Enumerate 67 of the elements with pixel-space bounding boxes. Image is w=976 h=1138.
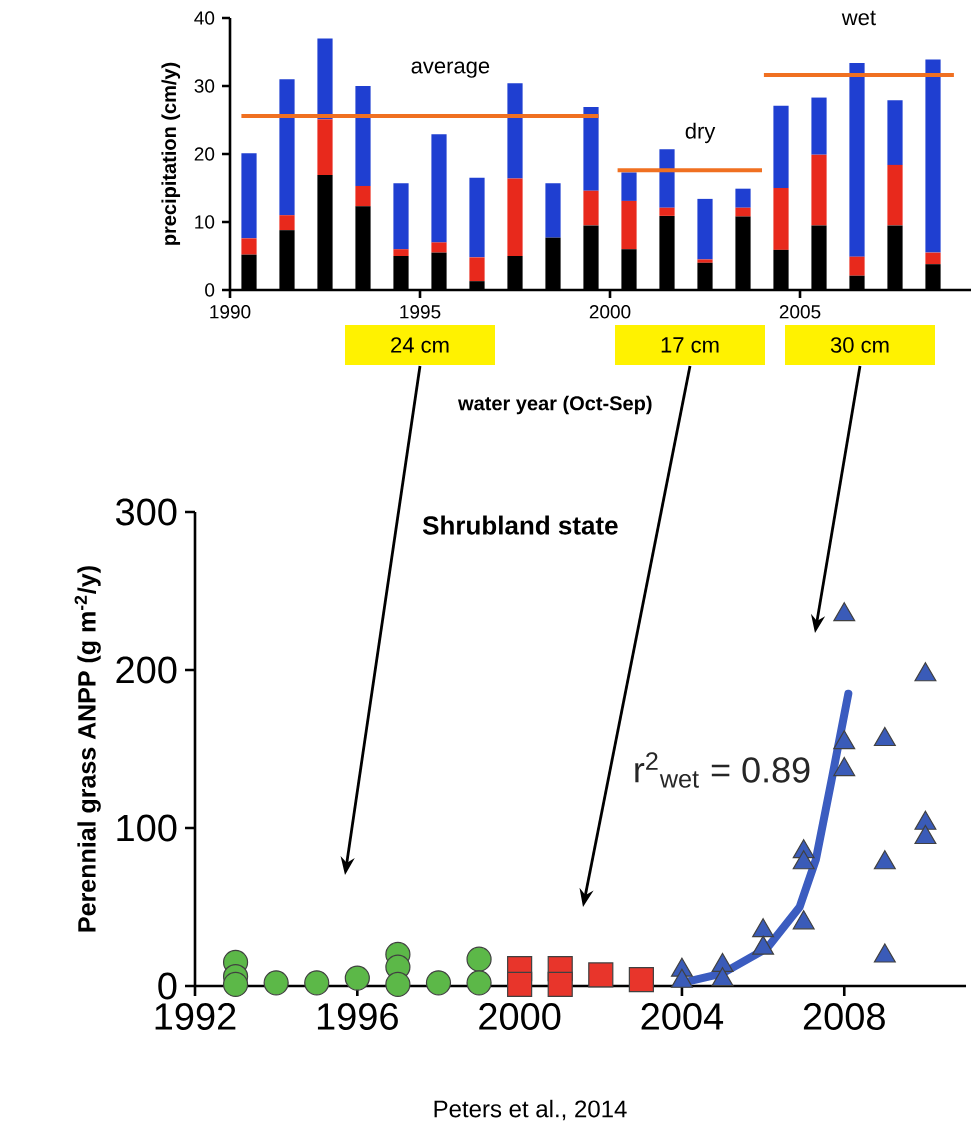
bar [659, 149, 675, 208]
bar [355, 86, 371, 186]
bar [621, 172, 637, 201]
bar [469, 257, 485, 282]
bar [241, 153, 257, 239]
bar [735, 188, 751, 208]
y-tick-label: 100 [117, 814, 177, 842]
bar [469, 177, 485, 258]
bar [279, 79, 295, 216]
bar [241, 238, 257, 255]
y-tick-label: 20 [194, 147, 215, 161]
bar [393, 249, 409, 256]
series-label: dry [685, 122, 716, 144]
bar [583, 190, 599, 226]
bar [355, 185, 371, 207]
annotation: r$^{2}$$_{wet}$ = 0.89 [635, 752, 810, 788]
x-tick-label: 1992 [155, 1003, 236, 1030]
bar [697, 259, 713, 263]
bar [545, 183, 561, 238]
x-tick-label: 2000 [479, 1003, 561, 1030]
bar [279, 215, 295, 231]
x-axis-title: water year (Oct-Sep) [457, 395, 652, 415]
bar [773, 105, 789, 189]
y-axis-title: Perennial grass ANPP (g m$^{-2}$/y) [74, 566, 101, 932]
text: 17 cm [661, 337, 719, 353]
bar [431, 242, 447, 253]
bar [621, 200, 637, 250]
x-tick-label: 2008 [803, 1003, 885, 1030]
text: 24 cm [391, 337, 449, 353]
series-label: average [411, 61, 490, 78]
x-tick-label: 1996 [317, 1003, 398, 1030]
bar [925, 59, 941, 253]
bar [849, 62, 865, 257]
y-tick-label: 200 [116, 656, 177, 684]
bar [507, 178, 523, 256]
text: wet [841, 10, 876, 26]
bar [849, 256, 865, 276]
bar [317, 38, 333, 120]
y-tick-label: 40 [194, 11, 215, 25]
bar [925, 252, 941, 265]
y-tick-label: 10 [195, 215, 215, 229]
y-axis-title: precipitation (cm/y) [161, 62, 181, 245]
bar [393, 183, 409, 250]
bar [317, 119, 333, 176]
bar [583, 107, 599, 191]
text: Peters et al., 2014 [434, 1099, 627, 1121]
bar [735, 207, 751, 217]
y-tick-label: 0 [158, 972, 177, 1000]
bar [887, 100, 903, 165]
x-tick-label: 1995 [400, 305, 441, 319]
x-tick-label: 2005 [779, 305, 821, 319]
chart-title: Shrubland state [422, 515, 618, 535]
y-tick-label: 30 [194, 79, 215, 93]
bar [811, 97, 827, 155]
bar [507, 83, 523, 179]
bar [811, 154, 827, 226]
bar [431, 134, 447, 243]
x-tick-label: 2000 [589, 305, 631, 319]
bar [659, 207, 675, 216]
x-tick-label: 1990 [210, 305, 251, 319]
bar [887, 164, 903, 226]
y-tick-label: 300 [115, 498, 177, 526]
x-tick-label: 2004 [641, 1003, 724, 1030]
text: 30 cm [830, 337, 889, 353]
bar [697, 198, 713, 260]
bar [773, 188, 789, 250]
y-tick-label: 0 [205, 283, 215, 297]
